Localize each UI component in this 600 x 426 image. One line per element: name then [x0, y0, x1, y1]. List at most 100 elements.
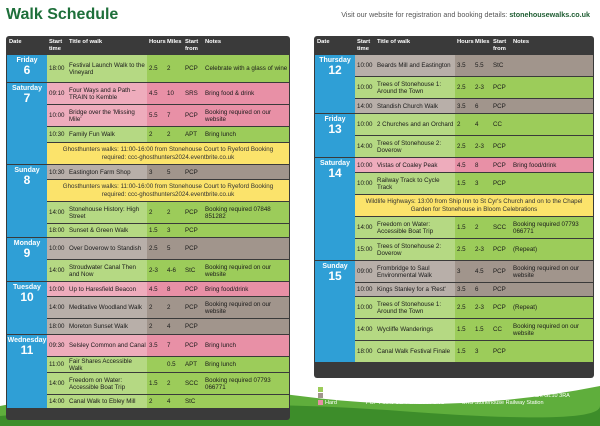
table-row[interactable]: 09:30 Selsley Common and Canal 3.5 7 PCP Brin… — [47, 335, 289, 357]
start-time: 14:00 — [355, 136, 375, 157]
start-from: PCP — [185, 168, 198, 176]
start-from: PCP — [493, 304, 506, 311]
miles: 1.5 — [475, 326, 484, 333]
table-row[interactable]: 14:00 Stonehouse History: High Street 2 2 PC… — [47, 202, 289, 224]
miles: 7 — [167, 112, 171, 119]
table-row[interactable]: 10:00 Beards Mill and Eastington 3.5 5.5 StC — [355, 55, 593, 77]
start-from: PCP — [185, 112, 198, 119]
walk-title: Wycliffe Wanderings — [375, 319, 455, 340]
walk-title: Eastington Farm Shop — [67, 165, 147, 179]
table-row[interactable]: 14:00 Trees of Stonehouse 2: Doverow 2.5 2-… — [355, 136, 593, 158]
walk-title: Trees of Stonehouse 1: Around the Town — [375, 297, 455, 318]
day-rows: 10:00 2 Churches and an Orchard 2 4 CC 14:00 T… — [355, 114, 593, 158]
notes: Booking required on our website — [513, 322, 580, 337]
hours: 3.5 — [457, 62, 466, 69]
table-row[interactable]: 10:30 Family Fun Walk 2 2 APT Bring lunch — [47, 127, 289, 143]
miles: 4 — [167, 323, 171, 330]
walk-title: Standish Church Walk — [375, 99, 455, 113]
table-row[interactable]: 10:00 Trees of Stonehouse 1: Around the T… — [355, 77, 593, 99]
day-name: Tuesday — [13, 284, 41, 291]
table-row[interactable]: 18:00 Canal Walk Festival Finale 1.5 3 PCP — [355, 341, 593, 363]
table-row[interactable]: 10:00 Railway Track to Cycle Track 1.5 3 PCP — [355, 173, 593, 195]
start-from: PCP — [493, 246, 506, 253]
table-row[interactable]: 11:00 Fair Shares Accessible Walk 0.5 APT Br… — [47, 357, 289, 373]
start-from: StC — [185, 267, 196, 274]
table-row[interactable]: 10:00 Over Doverow to Standish 2.5 5 PCP — [47, 238, 289, 260]
day-date: 11 — [20, 343, 34, 357]
miles: 2-3 — [475, 84, 484, 91]
notes: (Repeat) — [513, 304, 538, 311]
table-row[interactable]: 14:00 Standish Church Walk 3.5 6 PCP — [355, 99, 593, 114]
header-hours: Hours — [457, 39, 474, 45]
table-row[interactable]: 14:00 Stroudwater Canal Then and Now 2-3 4-… — [47, 260, 289, 282]
walk-title: 2 Churches and an Orchard — [375, 114, 455, 135]
walk-title: Festival Launch Walk to the Vineyard — [67, 55, 147, 82]
point-item: CC Community Centre GL10 2NS — [365, 393, 449, 399]
table-row[interactable]: 10:00 Trees of Stonehouse 1: Around the T… — [355, 297, 593, 319]
start-time: 09:10 — [47, 83, 67, 104]
table-row[interactable]: 18:00 Festival Launch Walk to the Vineyar… — [47, 55, 289, 83]
notes: Booking required on our website — [205, 263, 272, 278]
table-row[interactable]: 10:00 2 Churches and an Orchard 2 4 CC — [355, 114, 593, 136]
table-row[interactable]: 10:00 Up to Haresfield Beacon 4.5 8 PCP Bring… — [47, 282, 289, 297]
table-row[interactable]: 14:00 Wycliffe Wanderings 1.5 1.5 CC Booking … — [355, 319, 593, 341]
miles: 2 — [167, 304, 171, 311]
day-block: Wednesday 11 09:30 Selsley Common and Canal… — [7, 335, 289, 409]
day-block: Saturday 14 10:00 Vistas of Coaley Peak 4.5 8… — [315, 158, 593, 261]
hours: 1.5 — [149, 380, 158, 387]
start-from: APT — [185, 361, 198, 368]
table-row[interactable]: 18:00 Sunset & Green Walk 1.5 3 PCP — [47, 224, 289, 238]
walk-title: Freedom on Water: Accessible Boat Trip — [67, 373, 147, 394]
grade-swatch — [318, 399, 323, 405]
start-time: 14:00 — [47, 260, 67, 281]
day-rows: 09:00 Frombridge to Saul Environmental Wa… — [355, 261, 593, 363]
header-from: Start from — [185, 39, 199, 52]
table-header: Date Start time Title of walk Hours Miles Sta… — [7, 37, 289, 55]
miles: 5 — [167, 168, 171, 176]
hours: 2 — [149, 209, 153, 216]
walk-title: Freedom on Water: Accessible Boat Trip — [375, 217, 455, 238]
walk-title: Railway Track to Cycle Track — [375, 173, 455, 194]
header-date: Date — [317, 39, 330, 45]
day-column: Sunday 15 — [315, 261, 355, 363]
day-cell: Saturday 14 — [315, 158, 355, 261]
table-row[interactable]: 10:00 Bridge over the 'Missing Mile' 5.5 7 P… — [47, 105, 289, 127]
notes: Bring food/drink — [513, 161, 557, 169]
day-cell: Sunday 15 — [315, 261, 355, 363]
hours: 1.5 — [457, 180, 466, 187]
table-row[interactable]: 14:00 Freedom on Water: Accessible Boat T… — [47, 373, 289, 395]
table-row[interactable]: 10:00 Kings Stanley for a 'Rest' 3.5 6 PCP — [355, 283, 593, 297]
start-time: 18:00 — [355, 341, 375, 362]
day-rows: 10:00 Over Doverow to Standish 2.5 5 PCP 14:0… — [47, 238, 289, 282]
miles: 4.5 — [475, 268, 484, 275]
day-date: 10 — [20, 290, 34, 304]
hours: 1.5 — [149, 227, 158, 234]
table-row[interactable]: 14:00 Freedom on Water: Accessible Boat T… — [355, 217, 593, 239]
table-row[interactable]: 15:00 Trees of Stonehouse 2: Doverow 2.5 2-… — [355, 239, 593, 261]
table-row[interactable]: 18:00 Moreton Sunset Walk 2 4 PCP — [47, 319, 289, 335]
hours: 2 — [457, 121, 461, 128]
day-cell: Wednesday 11 — [7, 335, 47, 409]
table-row[interactable]: 10:00 Vistas of Coaley Peak 4.5 8 PCP Bring f… — [355, 158, 593, 173]
table-row[interactable]: 09:10 Four Ways and a Path – TRAIN to Kem… — [47, 83, 289, 105]
header-hours: Hours — [149, 39, 166, 45]
day-name: Sunday — [14, 167, 40, 174]
day-block: Monday 9 10:00 Over Doverow to Standish 2.5 5… — [7, 238, 289, 282]
walk-title: Kings Stanley for a 'Rest' — [375, 283, 455, 296]
start-from: PCP — [185, 285, 198, 293]
start-time: 10:00 — [355, 283, 375, 296]
table-header: Date Start time Title of walk Hours Miles Sta… — [315, 37, 593, 55]
miles: 4-6 — [167, 267, 176, 274]
start-from: CC — [493, 121, 502, 128]
notes: Booking required on our website — [205, 300, 272, 315]
point-item: APT All Pulling Together GL10 2DB — [365, 386, 452, 393]
table-row[interactable]: 14:00 Canal Walk to Ebley Mill 2 4 StC — [47, 395, 289, 409]
table-row[interactable]: 14:00 Meditative Woodland Walk 2 2 PCP Bookin… — [47, 297, 289, 319]
table-row[interactable]: 09:00 Frombridge to Saul Environmental Wa… — [355, 261, 593, 283]
point-item: SRS Stonehouse Railway Station — [461, 399, 544, 406]
website-link[interactable]: stonehousewalks.co.uk — [509, 10, 590, 19]
miles: 2 — [167, 209, 171, 216]
day-name: Thursday — [319, 57, 351, 64]
table-row[interactable]: 10:30 Eastington Farm Shop 3 5 PCP — [47, 165, 289, 180]
day-name: Monday — [13, 240, 41, 247]
